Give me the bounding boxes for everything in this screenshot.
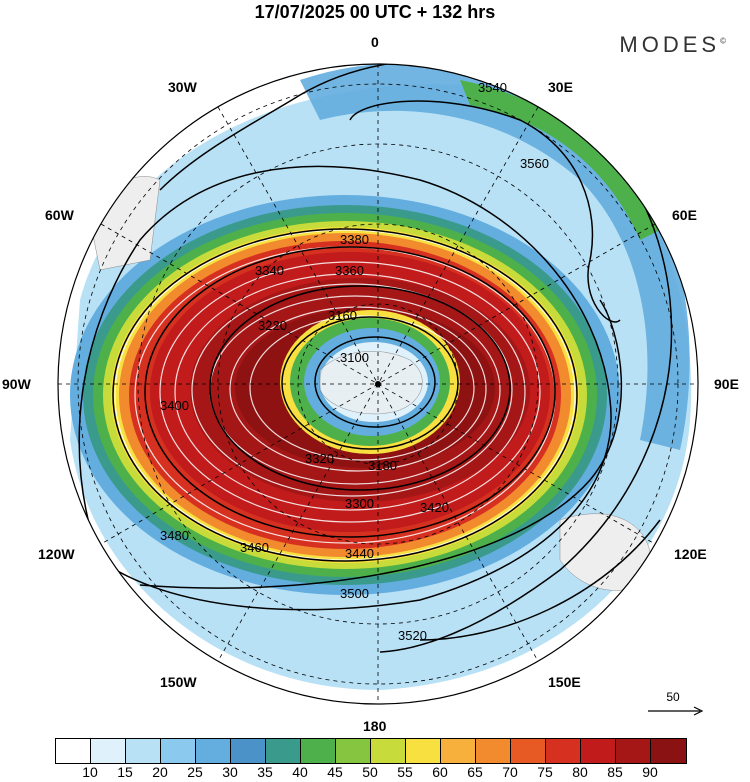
colorbar-tick-label: 55 xyxy=(397,764,413,780)
colorbar-cell xyxy=(231,739,266,763)
colorbar-cell xyxy=(336,739,371,763)
pole-marker xyxy=(375,381,381,387)
colorbar-cell xyxy=(56,739,91,763)
colorbar-cell xyxy=(616,739,651,763)
lon-label-180: 180 xyxy=(363,718,387,734)
colorbar-cell xyxy=(651,739,686,763)
colorbar-cell xyxy=(266,739,301,763)
contour-label: 3220 xyxy=(258,318,287,333)
colorbar-cell xyxy=(126,739,161,763)
colorbar-tick-label: 60 xyxy=(432,764,448,780)
polar-jet-map: 3100 3160 3180 3220 3300 3320 3340 3360 … xyxy=(57,63,699,705)
contour-label: 3360 xyxy=(335,263,364,278)
lon-label-120e: 120E xyxy=(674,546,707,562)
reference-arrow-icon xyxy=(648,706,704,716)
contour-label: 3480 xyxy=(160,528,189,543)
colorbar-tick-label: 50 xyxy=(362,764,378,780)
colorbar-tick-label: 65 xyxy=(467,764,483,780)
modes-logo: MODES© xyxy=(619,32,726,58)
lon-label-30e: 30E xyxy=(548,79,573,95)
contour-label: 3320 xyxy=(305,451,334,466)
colorbar-tick-label: 75 xyxy=(537,764,553,780)
lon-label-30w: 30W xyxy=(168,79,197,95)
colorbar-tick-label: 10 xyxy=(82,764,98,780)
colorbar-cell xyxy=(511,739,546,763)
contour-label: 3500 xyxy=(340,586,369,601)
contour-labels: 3100 3160 3180 3220 3300 3320 3340 3360 … xyxy=(160,80,549,643)
colorbar-cell xyxy=(581,739,616,763)
contour-label: 3180 xyxy=(368,458,397,473)
contour-label: 3400 xyxy=(160,398,189,413)
contour-label: 3440 xyxy=(345,546,374,561)
brand-text: MODES xyxy=(619,32,721,57)
contour-label: 3420 xyxy=(420,500,449,515)
colorbar xyxy=(55,738,687,764)
map-boundary xyxy=(57,63,699,705)
contour-label: 3160 xyxy=(328,308,357,323)
map-title: 17/07/2025 00 UTC + 132 hrs xyxy=(254,2,496,22)
lon-label-120w: 120W xyxy=(38,546,75,562)
lon-label-90e: 90E xyxy=(714,376,739,392)
colorbar-tick-label: 70 xyxy=(502,764,518,780)
lon-label-60w: 60W xyxy=(45,207,74,223)
landmass-sw xyxy=(89,176,161,271)
colorbar-tick-label: 45 xyxy=(327,764,343,780)
lon-label-90w: 90W xyxy=(2,376,31,392)
colorbar-tick-label: 15 xyxy=(117,764,133,780)
contour-label: 3560 xyxy=(520,156,549,171)
colorbar-tick-label: 90 xyxy=(642,764,658,780)
colorbar-tick-label: 25 xyxy=(187,764,203,780)
contour-label: 3100 xyxy=(340,350,369,365)
colorbar-tick-label: 40 xyxy=(292,764,308,780)
contour-label: 3460 xyxy=(240,540,269,555)
colorbar-cell xyxy=(371,739,406,763)
lon-label-0: 0 xyxy=(371,34,379,50)
colorbar-cell xyxy=(546,739,581,763)
colorbar-ticks: 10 15 20 25 30 35 40 45 50 55 60 65 70 75 80 85 90 xyxy=(55,764,685,782)
colorbar-cell xyxy=(476,739,511,763)
wind-band-ne-green xyxy=(460,80,660,240)
colorbar-tick-label: 35 xyxy=(257,764,273,780)
colorbar-tick-label: 30 xyxy=(222,764,238,780)
colorbar-cell xyxy=(161,739,196,763)
colorbar-cell xyxy=(441,739,476,763)
colorbar-tick-label: 80 xyxy=(572,764,588,780)
colorbar-cell xyxy=(406,739,441,763)
antarctica-outline xyxy=(319,351,423,415)
colorbar-cell xyxy=(301,739,336,763)
lon-label-150e: 150E xyxy=(548,674,581,690)
contour-label: 3340 xyxy=(255,263,284,278)
contour-label: 3380 xyxy=(340,232,369,247)
colorbar-cell xyxy=(91,739,126,763)
contour-label: 3540 xyxy=(478,80,507,95)
reference-vector: 50 xyxy=(648,690,704,723)
colorbar-tick-label: 85 xyxy=(607,764,623,780)
copyright-mark: © xyxy=(720,36,726,46)
colorbar-tick-label: 20 xyxy=(152,764,168,780)
colorbar-cell xyxy=(196,739,231,763)
lon-label-60e: 60E xyxy=(672,207,697,223)
contour-label: 3520 xyxy=(398,628,427,643)
lon-label-150w: 150W xyxy=(160,674,197,690)
contour-label: 3300 xyxy=(345,496,374,511)
reference-vector-label: 50 xyxy=(666,690,680,704)
